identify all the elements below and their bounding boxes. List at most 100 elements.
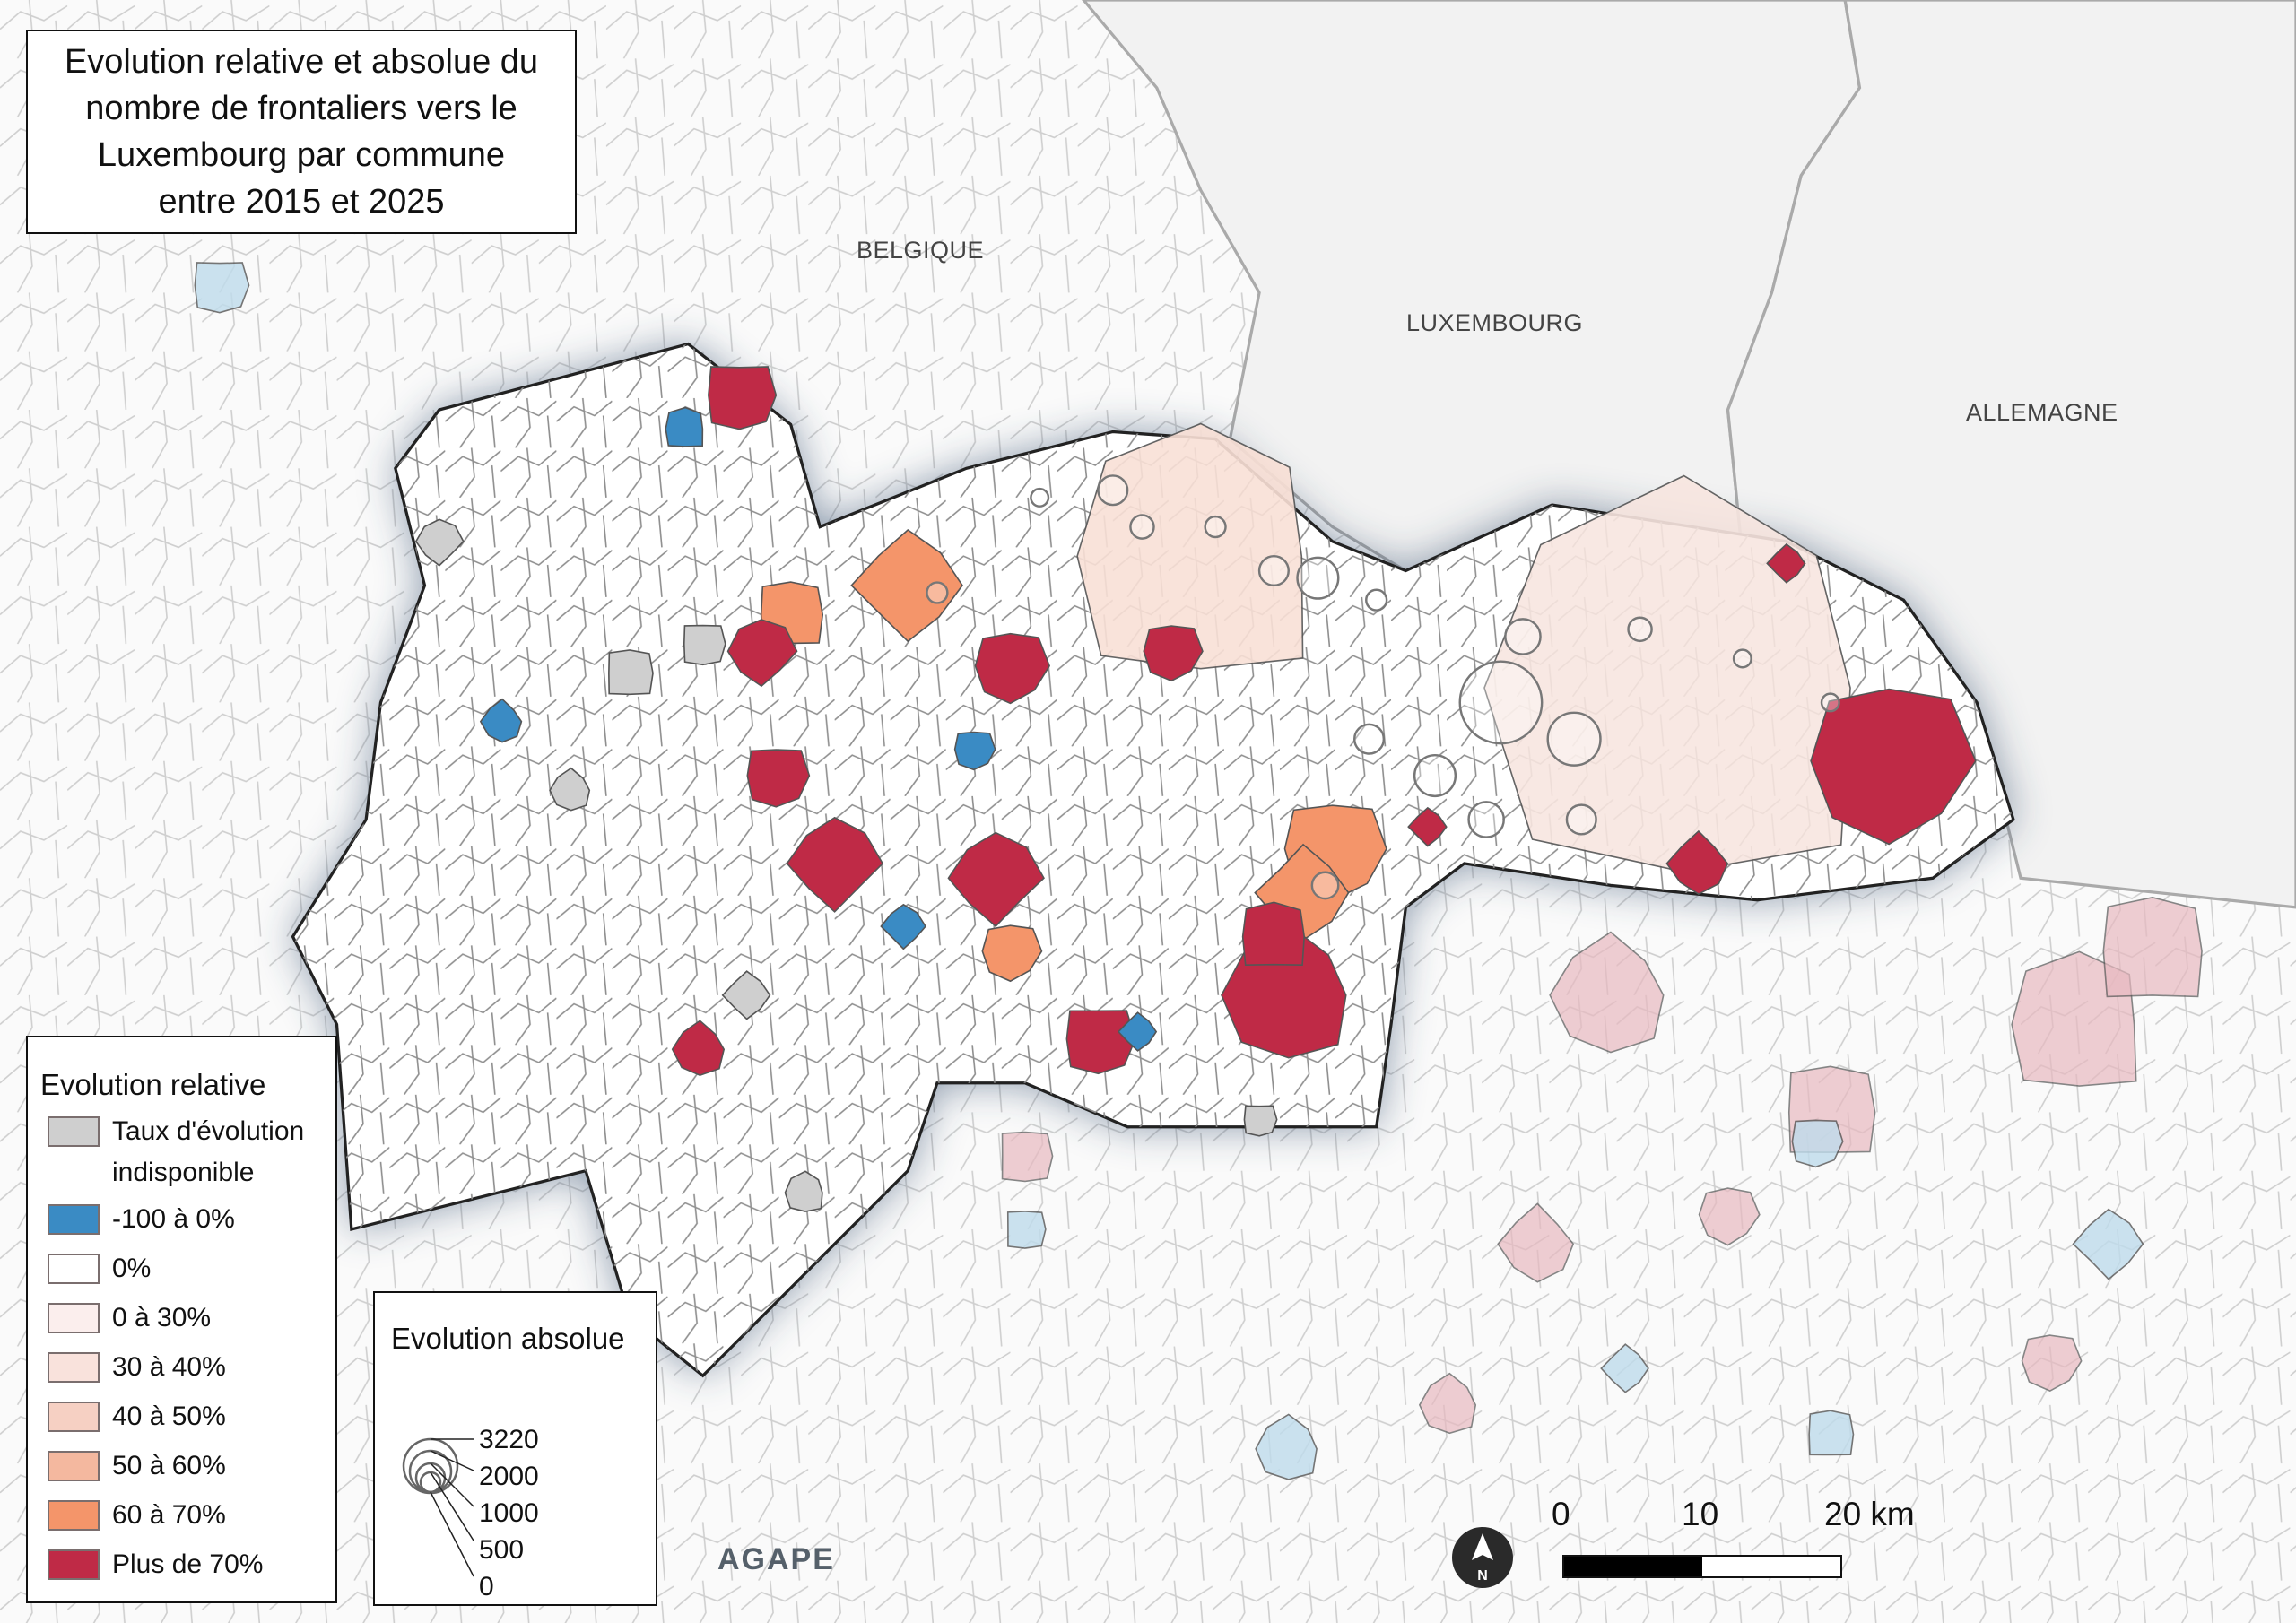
legend-swatch	[48, 1254, 100, 1284]
legend-item: 40 à 50%	[40, 1396, 335, 1445]
label-luxembourg: LUXEMBOURG	[1406, 309, 1584, 336]
commune-red	[746, 749, 811, 808]
commune-red	[1810, 688, 1977, 846]
absolute-circles	[926, 474, 1840, 900]
scale-label: 0	[1552, 1496, 1570, 1532]
commune-pink	[1483, 474, 1851, 873]
absolute-circle	[1467, 801, 1505, 838]
absolute-circle	[1413, 753, 1457, 798]
commune-red	[1665, 829, 1729, 895]
commune-red	[1065, 1010, 1136, 1075]
commune-blue	[479, 698, 523, 743]
highlighted-communes	[414, 366, 1977, 1212]
faded-commune	[1698, 1187, 1761, 1246]
map-title: Evolution relative et absolue du nombre …	[26, 30, 577, 234]
title-line: nombre de frontaliers vers le	[85, 90, 517, 127]
legend-item: 60 à 70%	[40, 1495, 335, 1544]
faded-commune	[1549, 931, 1665, 1054]
legend-label: 30 à 40%	[112, 1352, 226, 1382]
legend-label: 50 à 60%	[112, 1451, 226, 1480]
legend-label: 0 à 30%	[112, 1303, 212, 1332]
absolute-circle	[1546, 711, 1602, 767]
commune-gray	[1243, 1105, 1278, 1137]
title-line: Luxembourg par commune	[97, 136, 506, 174]
legend-label: 0%	[112, 1254, 152, 1283]
legend-label: Taux d'évolution	[112, 1116, 305, 1146]
legend-item: 0 à 30%	[40, 1298, 335, 1347]
commune-blue	[665, 406, 704, 447]
legend-label: indisponible	[112, 1158, 255, 1187]
faded-commune	[1791, 1119, 1844, 1168]
commune-blue	[1117, 1011, 1158, 1052]
commune-gray	[683, 624, 726, 666]
surrounding-communes	[194, 262, 2203, 1480]
legend-label: -100 à 0%	[112, 1204, 235, 1234]
label-belgique: BELGIQUE	[857, 237, 985, 264]
absolute-circle	[1732, 648, 1752, 669]
faded-commune	[194, 262, 250, 314]
faded-commune	[2102, 896, 2203, 998]
abs-label: 1000	[479, 1498, 539, 1528]
legend-swatch	[48, 1352, 100, 1383]
absolute-circle	[1352, 723, 1386, 755]
absolute-circle	[926, 581, 949, 604]
legend-swatch	[48, 1549, 100, 1580]
commune-pink	[1076, 422, 1304, 670]
proportional-circles	[402, 1437, 474, 1577]
scale-label: 20 km	[1824, 1496, 1915, 1532]
title-line: Evolution relative et absolue du	[64, 43, 539, 81]
scale-bar	[1562, 1555, 1842, 1578]
commune-gray	[721, 970, 771, 1020]
faded-commune	[1808, 1410, 1855, 1456]
commune-red	[671, 1020, 726, 1076]
absolute-circle	[1129, 514, 1155, 540]
absolute-circle	[1030, 487, 1050, 508]
faded-commune	[1001, 1131, 1054, 1183]
legend-relative: Evolution relative Taux d'évolution indis…	[26, 1036, 337, 1603]
commune-red	[1143, 625, 1204, 682]
abs-label: 500	[479, 1535, 525, 1565]
faded-commune	[2021, 1334, 2083, 1393]
legend-relative-title: Evolution relative	[40, 1068, 266, 1101]
absolute-circle	[1627, 616, 1653, 643]
abs-label: 2000	[479, 1462, 539, 1491]
absolute-circle	[1204, 515, 1227, 539]
legend-label: 40 à 50%	[112, 1402, 226, 1431]
agape-logo: AGAPE	[718, 1542, 835, 1576]
commune-blue	[880, 903, 927, 950]
faded-commune	[1006, 1211, 1047, 1249]
legend-item: 0%	[40, 1248, 335, 1298]
legend-swatch	[48, 1204, 100, 1235]
commune-red	[1407, 806, 1448, 847]
faded-commune	[1600, 1343, 1649, 1393]
legend-item: -100 à 0%	[40, 1199, 335, 1248]
absolute-circle	[1820, 692, 1840, 713]
commune-red	[974, 632, 1051, 705]
legend-swatch	[48, 1451, 100, 1481]
legend-item: Plus de 70%	[40, 1544, 335, 1593]
title-line: entre 2015 et 2025	[158, 183, 445, 221]
commune-red	[708, 366, 778, 430]
faded-commune	[1418, 1372, 1477, 1435]
commune-orange	[850, 528, 963, 643]
commune-red	[1241, 901, 1306, 967]
absolute-circle	[1504, 618, 1542, 655]
commune-gray	[549, 767, 591, 812]
legend-swatch	[48, 1402, 100, 1432]
legend-absolute-title: Evolution absolue	[391, 1322, 625, 1355]
faded-commune	[2072, 1208, 2144, 1280]
commune-gray	[608, 649, 654, 696]
legend-swatch	[48, 1500, 100, 1531]
absolute-circle	[1296, 556, 1340, 600]
commune-orange	[981, 924, 1043, 983]
abs-label: 3220	[479, 1425, 539, 1454]
absolute-circle	[1565, 803, 1597, 836]
scale-label: 10	[1682, 1496, 1719, 1532]
commune-red	[726, 619, 798, 688]
legend-absolute: Evolution absolue 3220 2000 1000 500 0	[373, 1291, 657, 1606]
label-allemagne: ALLEMAGNE	[1966, 399, 2118, 426]
commune-red	[1766, 542, 1806, 584]
commune-gray	[414, 518, 465, 567]
commune-red	[786, 816, 884, 913]
